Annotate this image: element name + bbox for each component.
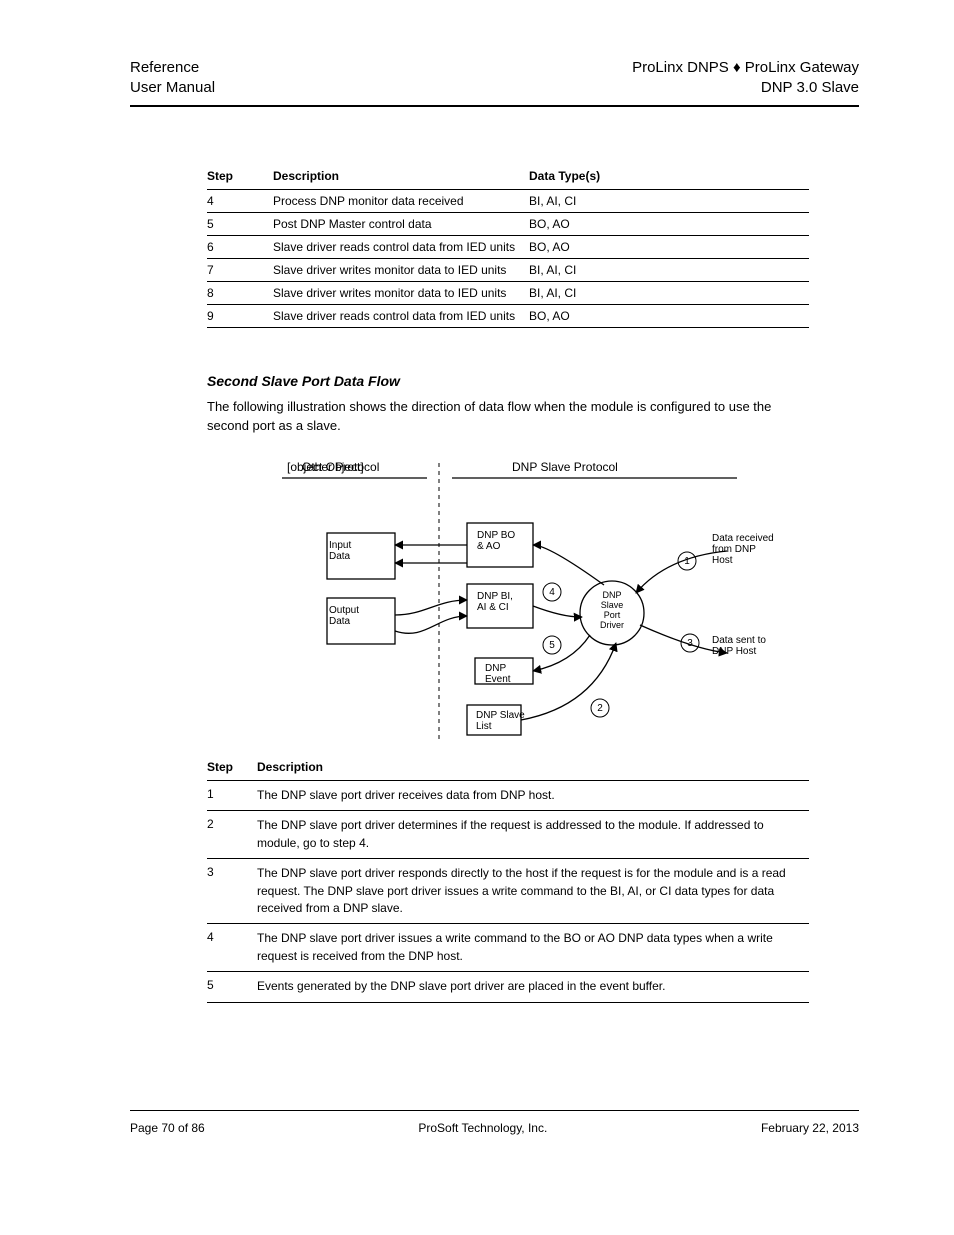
cell-step: 5	[207, 972, 257, 1002]
cell-description: Slave driver writes monitor data to IED …	[273, 282, 529, 305]
table-header-row: Step Description Data Type(s)	[207, 165, 809, 190]
svg-text:4: 4	[549, 587, 555, 598]
cell-step: 2	[207, 811, 257, 859]
col-datatypes: Data Type(s)	[529, 165, 809, 190]
step-table-top-table: Step Description Data Type(s) 4Process D…	[207, 165, 809, 328]
header-left-line2: User Manual	[130, 79, 215, 96]
cell-step: 6	[207, 236, 273, 259]
data-flow-diagram: [object Object]Other ProtocolDNP Slave P…	[207, 453, 812, 753]
cell-datatypes: BI, AI, CI	[529, 282, 809, 305]
cell-datatypes: BO, AO	[529, 305, 809, 328]
cell-description: The DNP slave port driver receives data …	[257, 781, 809, 811]
svg-text:InputData: InputData	[329, 540, 351, 562]
cell-datatypes: BO, AO	[529, 213, 809, 236]
cell-description: Post DNP Master control data	[273, 213, 529, 236]
col-description: Description	[257, 760, 809, 781]
page-footer: Page 70 of 86 ProSoft Technology, Inc. F…	[130, 1120, 859, 1136]
header-rule	[130, 105, 859, 107]
section-body: The following illustration shows the dir…	[207, 398, 809, 436]
table-row: 2The DNP slave port driver determines if…	[207, 811, 809, 859]
page-header: Reference User Manual ProLinx DNPS ♦ Pro…	[130, 58, 859, 99]
table-row: 9Slave driver reads control data from IE…	[207, 305, 809, 328]
svg-text:Data receivedfrom DNPHost: Data receivedfrom DNPHost	[712, 533, 774, 566]
step-table-top: Step Description Data Type(s) 4Process D…	[207, 165, 809, 328]
table-row: 8Slave driver writes monitor data to IED…	[207, 282, 809, 305]
step-table-bottom: Step Description 1The DNP slave port dri…	[207, 760, 809, 1003]
cell-datatypes: BO, AO	[529, 236, 809, 259]
cell-datatypes: BI, AI, CI	[529, 190, 809, 213]
header-right: ProLinx DNPS ♦ ProLinx Gateway DNP 3.0 S…	[632, 58, 859, 99]
table-row: 5Events generated by the DNP slave port …	[207, 972, 809, 1002]
table-row: 4Process DNP monitor data receivedBI, AI…	[207, 190, 809, 213]
svg-text:Data sent toDNP Host: Data sent toDNP Host	[712, 635, 766, 657]
table-row: 6Slave driver reads control data from IE…	[207, 236, 809, 259]
col-step: Step	[207, 165, 273, 190]
footer-right: February 22, 2013	[761, 1120, 859, 1136]
table-row: 7Slave driver writes monitor data to IED…	[207, 259, 809, 282]
header-right-line2: DNP 3.0 Slave	[761, 79, 859, 96]
cell-step: 5	[207, 213, 273, 236]
table-header-row: Step Description	[207, 760, 809, 781]
table-row: 3The DNP slave port driver responds dire…	[207, 859, 809, 924]
cell-step: 1	[207, 781, 257, 811]
footer-mid: ProSoft Technology, Inc.	[205, 1120, 761, 1136]
step-table-bottom-table: Step Description 1The DNP slave port dri…	[207, 760, 809, 1003]
cell-step: 4	[207, 190, 273, 213]
cell-description: Slave driver reads control data from IED…	[273, 236, 529, 259]
cell-datatypes: BI, AI, CI	[529, 259, 809, 282]
svg-text:1: 1	[684, 556, 690, 567]
cell-description: Slave driver reads control data from IED…	[273, 305, 529, 328]
footer-rule	[130, 1110, 859, 1111]
cell-description: The DNP slave port driver issues a write…	[257, 924, 809, 972]
section-heading: Second Slave Port Data Flow	[207, 373, 400, 389]
header-right-line1: ProLinx DNPS ♦ ProLinx Gateway	[632, 59, 859, 76]
cell-description: The DNP slave port driver determines if …	[257, 811, 809, 859]
page: Reference User Manual ProLinx DNPS ♦ Pro…	[0, 0, 954, 1235]
cell-step: 7	[207, 259, 273, 282]
svg-text:Other Protocol: Other Protocol	[302, 460, 379, 474]
cell-step: 8	[207, 282, 273, 305]
col-description: Description	[273, 165, 529, 190]
cell-step: 3	[207, 859, 257, 924]
cell-description: The DNP slave port driver responds direc…	[257, 859, 809, 924]
footer-left: Page 70 of 86	[130, 1120, 205, 1136]
header-left-line1: Reference	[130, 59, 199, 76]
svg-text:2: 2	[597, 703, 603, 714]
table-row: 4The DNP slave port driver issues a writ…	[207, 924, 809, 972]
svg-text:DNP Slave Protocol: DNP Slave Protocol	[512, 460, 618, 474]
table-row: 1The DNP slave port driver receives data…	[207, 781, 809, 811]
svg-text:DNP BI,AI & CI: DNP BI,AI & CI	[477, 591, 513, 613]
cell-step: 4	[207, 924, 257, 972]
diagram-svg: [object Object]Other ProtocolDNP Slave P…	[207, 453, 812, 753]
cell-description: Events generated by the DNP slave port d…	[257, 972, 809, 1002]
cell-description: Process DNP monitor data received	[273, 190, 529, 213]
table-row: 5Post DNP Master control dataBO, AO	[207, 213, 809, 236]
header-left: Reference User Manual	[130, 58, 215, 99]
col-step: Step	[207, 760, 257, 781]
cell-step: 9	[207, 305, 273, 328]
cell-description: Slave driver writes monitor data to IED …	[273, 259, 529, 282]
svg-text:5: 5	[549, 640, 555, 651]
